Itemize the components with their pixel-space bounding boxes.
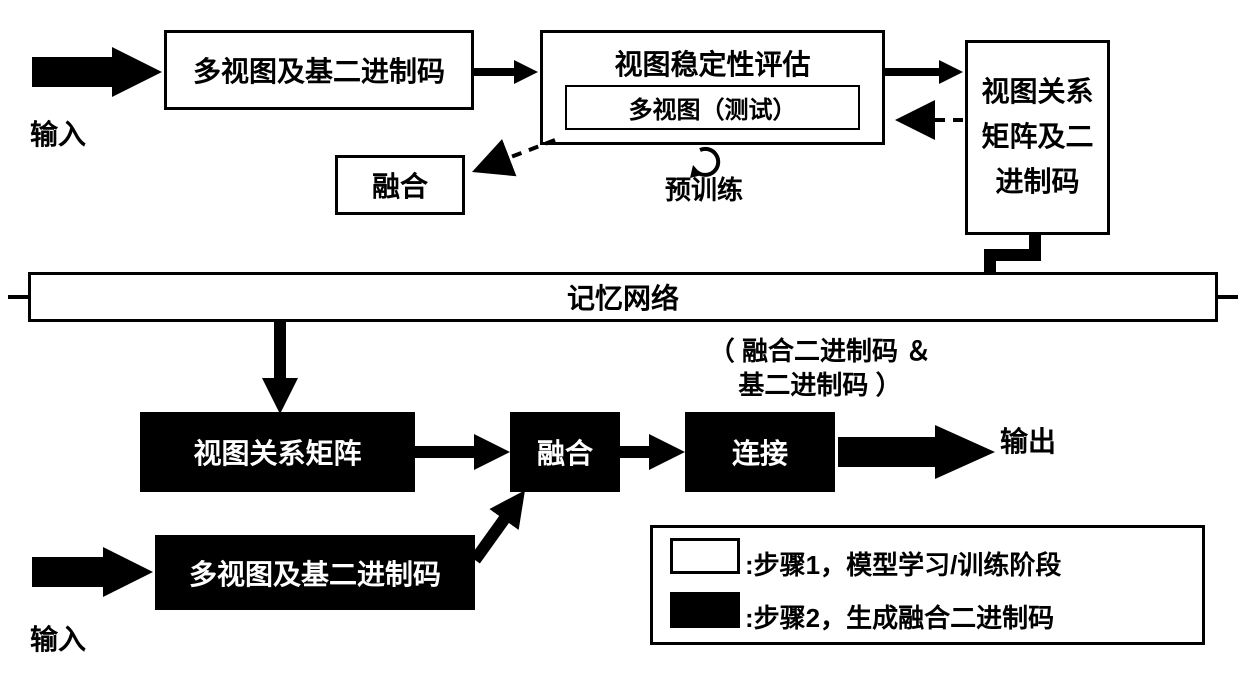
memory-cap-right [1218,295,1238,299]
multiview2-box: 多视图及基二进制码 [155,535,475,610]
relation-matrix1-text: 视图关系 矩阵及二 进制码 [981,70,1093,204]
legend2-text: :步骤2，生成融合二进制码 [745,598,1054,635]
pretrain-label: 预训练 [665,170,743,207]
fusion1-box: 融合 [335,155,465,215]
legend2-swatch [670,592,740,628]
memory-cap-left [8,295,28,299]
arrow-rel1-memory [990,235,1035,272]
legend1-text: :步骤1，模型学习/训练阶段 [745,545,1061,582]
arrow-m2-fusion2 [475,500,518,560]
arrow-input1 [32,47,162,97]
relation-matrix2-box: 视图关系矩阵 [140,412,415,492]
fusion-note-label: （ 融合二进制码 ＆ 基二进制码 ） [660,335,980,403]
legend1-swatch [670,538,740,574]
connect-text: 连接 [732,432,788,472]
connect-box: 连接 [685,412,835,492]
stability-text: 视图稳定性评估 [614,43,810,83]
relation-matrix1-box: 视图关系 矩阵及二 进制码 [965,40,1110,235]
input2-label: 输入 [30,618,86,658]
output-label: 输出 [1000,420,1056,460]
input1-label: 输入 [30,113,86,153]
arrow-output [838,425,995,479]
fusion2-box: 融合 [510,412,620,492]
multiview1-text: 多视图及基二进制码 [193,50,445,90]
multiview-test-box: 多视图（测试） [565,85,860,130]
multiview-test-text: 多视图（测试） [629,90,797,125]
memory-box: 记忆网络 [28,272,1218,322]
fusion2-text: 融合 [537,432,593,472]
memory-text: 记忆网络 [567,277,679,317]
multiview2-text: 多视图及基二进制码 [189,553,441,593]
multiview1-box: 多视图及基二进制码 [164,30,474,110]
relation-matrix2-text: 视图关系矩阵 [193,432,361,472]
arrow-input2 [32,547,153,597]
fusion1-text: 融合 [372,165,428,205]
